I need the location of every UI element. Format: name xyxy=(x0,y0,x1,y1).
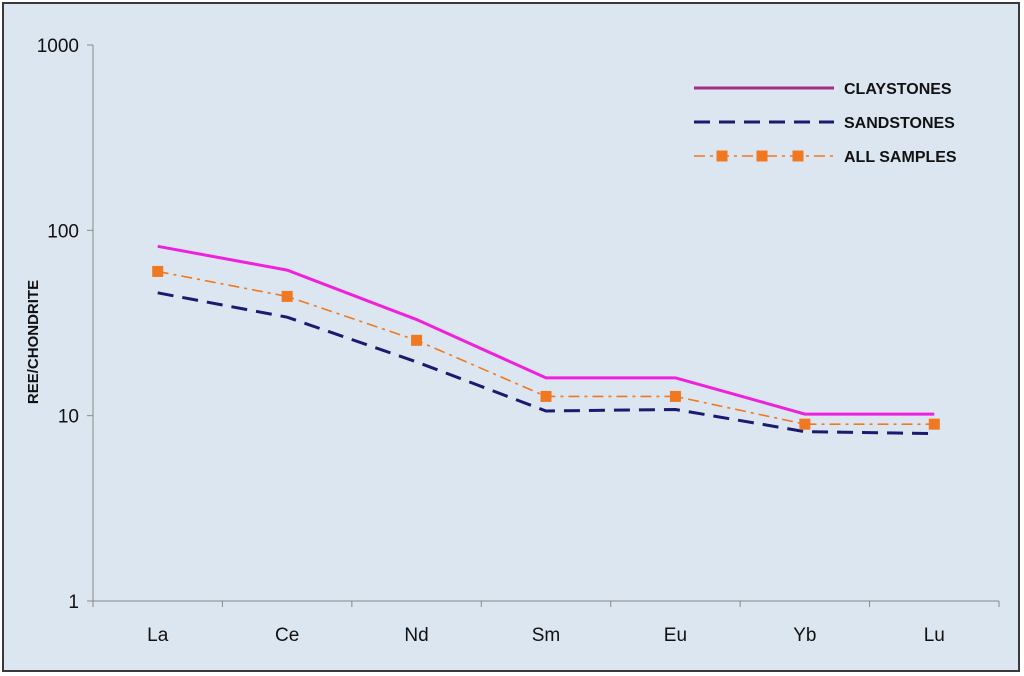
y-tick-label: 1 xyxy=(68,592,79,613)
y-tick-label: 10 xyxy=(58,407,79,428)
x-tick-label: Eu xyxy=(664,625,687,646)
data-point-marker xyxy=(799,418,811,430)
legend: CLAYSTONES SANDSTONES ALL SAMPLES xyxy=(694,81,957,166)
data-point-marker xyxy=(411,334,423,346)
x-tick-label: Nd xyxy=(404,625,428,646)
x-tick-label: La xyxy=(147,625,169,646)
axes xyxy=(87,44,1000,607)
legend-label: SANDSTONES xyxy=(844,115,955,132)
series-line-sandstones xyxy=(157,291,935,436)
y-tick-label: 1000 xyxy=(37,36,79,57)
data-point-marker xyxy=(152,265,164,277)
series-line-claystones xyxy=(157,244,935,416)
x-tick-labels: La Ce Nd Sm Eu Yb Lu xyxy=(147,625,945,646)
y-tick-labels: 1 10 100 1000 xyxy=(37,36,79,613)
legend-marker xyxy=(716,150,728,162)
legend-marker xyxy=(792,150,804,162)
data-point-marker xyxy=(281,290,293,302)
legend-label: ALL SAMPLES xyxy=(844,149,957,166)
data-point-marker xyxy=(540,390,552,402)
x-tick-label: Yb xyxy=(793,625,816,646)
legend-marker xyxy=(756,150,768,162)
series-layer xyxy=(152,244,940,436)
x-tick-label: Ce xyxy=(275,625,299,646)
y-axis-label: REE/CHONDRITE xyxy=(25,280,42,404)
x-tick-label: Sm xyxy=(532,625,561,646)
legend-label: CLAYSTONES xyxy=(844,81,952,98)
x-tick-label: Lu xyxy=(924,625,945,646)
data-point-marker xyxy=(928,418,940,430)
y-tick-label: 100 xyxy=(47,221,79,242)
data-point-marker xyxy=(669,390,681,402)
